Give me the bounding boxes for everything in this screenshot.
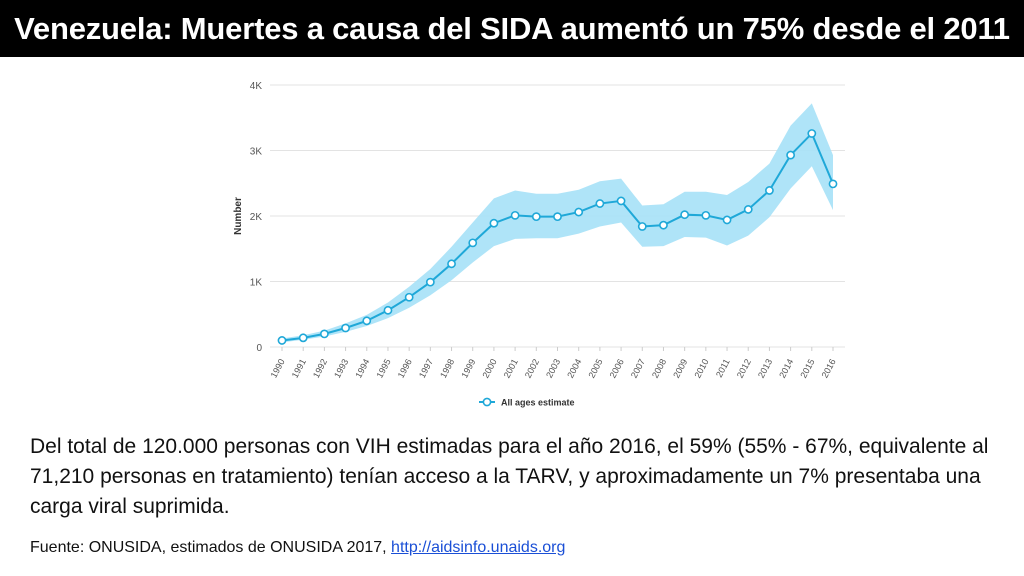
body-paragraph: Del total de 120.000 personas con VIH es… (30, 435, 989, 518)
data-point (743, 205, 753, 214)
source-link[interactable]: http://aidsinfo.unaids.org (391, 539, 566, 556)
x-tick-label: 1996 (396, 357, 414, 379)
data-point (701, 210, 711, 220)
data-point (447, 259, 456, 269)
x-tick-label: 2013 (756, 357, 774, 379)
x-tick-label: 2012 (735, 357, 753, 379)
x-tick-label: 1997 (417, 357, 435, 379)
x-tick-label: 1992 (311, 357, 329, 379)
data-point (574, 207, 584, 217)
x-tick-label: 2000 (480, 357, 498, 379)
x-tick-label: 2010 (692, 357, 710, 379)
data-point (616, 196, 626, 206)
data-point (362, 316, 372, 326)
data-point (383, 305, 393, 315)
x-tick-label: 2001 (502, 357, 520, 379)
data-point (298, 333, 308, 343)
data-point (722, 215, 732, 225)
legend-marker-icon (482, 397, 492, 407)
x-tick-label: 1995 (374, 357, 392, 379)
y-tick-label: 2K (250, 212, 263, 223)
x-tick-label: 1991 (290, 357, 308, 379)
x-tick-label: 2004 (565, 357, 583, 379)
x-tick-label: 1993 (332, 357, 350, 379)
data-point (531, 212, 541, 222)
chart: 0 1K 2K 3K 4K 1990 1991 1992 1993 1994 1995 1996 19… (205, 62, 875, 422)
data-point (404, 292, 414, 302)
uncertainty-band (282, 103, 833, 343)
data-point (510, 210, 520, 220)
data-point (807, 129, 817, 138)
x-tick-label: 2015 (798, 357, 816, 379)
y-tick-label: 4K (250, 81, 263, 92)
data-point (828, 179, 838, 189)
source-note: Fuente: ONUSIDA, estimados de ONUSIDA 20… (30, 539, 565, 557)
data-point (595, 199, 605, 208)
data-point (489, 218, 499, 228)
x-tick-label: 2008 (650, 357, 668, 379)
y-tick-label: 3K (250, 147, 263, 158)
page-title: Venezuela: Muertes a causa del SIDA aume… (14, 10, 1010, 46)
y-axis-ticks: 0 1K 2K 3K 4K (250, 81, 263, 354)
y-tick-label: 0 (256, 343, 262, 354)
x-tick-label: 2005 (586, 357, 604, 379)
y-axis-label: Number (233, 197, 244, 235)
x-tick-label: 1994 (353, 357, 371, 379)
x-tick-label: 2003 (544, 357, 562, 379)
x-tick-label: 1999 (459, 357, 477, 379)
legend[interactable]: All ages estimate (479, 398, 575, 408)
x-tick-label: 2016 (820, 357, 838, 379)
data-point (277, 336, 287, 345)
x-tick-label: 2009 (671, 357, 689, 379)
data-point (680, 210, 690, 220)
data-point (553, 212, 562, 222)
x-axis-ticks: 1990 1991 1992 1993 1994 1995 1996 1997 1998 1999… (269, 347, 838, 380)
data-point (319, 329, 329, 339)
legend-label: All ages estimate (501, 398, 575, 408)
y-tick-label: 1K (250, 278, 263, 289)
data-point (637, 222, 647, 231)
title-bar: Venezuela: Muertes a causa del SIDA aume… (0, 0, 1024, 57)
x-tick-label: 2002 (523, 357, 541, 379)
data-points (277, 129, 838, 345)
data-point (659, 220, 668, 230)
x-tick-label: 2011 (714, 357, 732, 379)
x-tick-label: 1990 (269, 357, 287, 379)
source-prefix: Fuente: ONUSIDA, estimados de ONUSIDA 20… (30, 539, 392, 556)
data-point (765, 186, 774, 195)
data-point (425, 277, 435, 287)
x-tick-label: 2006 (608, 357, 626, 379)
data-point (341, 323, 350, 333)
data-point (786, 150, 796, 160)
data-point (468, 238, 478, 248)
confidence-band (282, 103, 833, 343)
x-tick-label: 2007 (629, 357, 647, 379)
x-tick-label: 2014 (777, 357, 795, 379)
x-tick-label: 1998 (438, 357, 456, 379)
